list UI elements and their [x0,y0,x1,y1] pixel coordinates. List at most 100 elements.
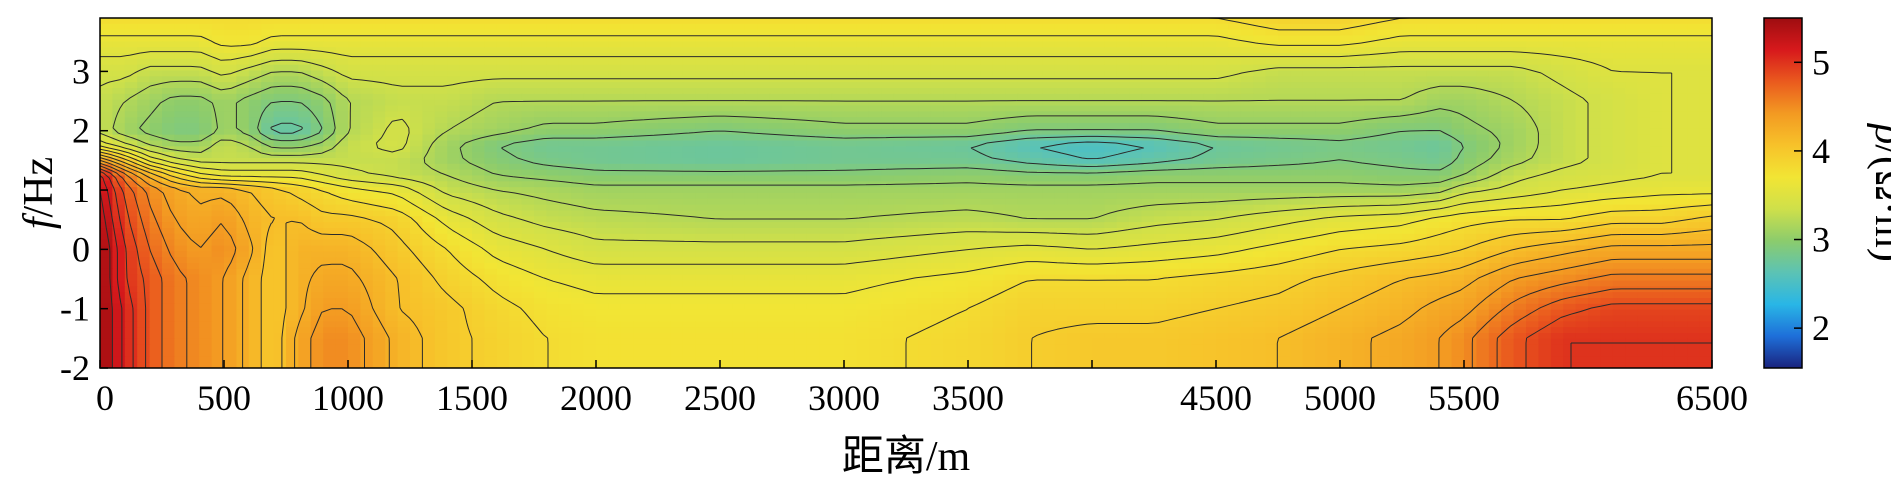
heatmap-cell [1104,47,1118,54]
heatmap-cell [1650,35,1663,42]
heatmap-cell [1451,18,1465,25]
heatmap-cell [360,233,374,241]
heatmap-cell [1575,53,1589,60]
heatmap-cell [335,105,349,112]
heatmap-cell [558,123,572,130]
heatmap-cell [1687,134,1701,142]
heatmap-cell [1650,140,1663,147]
heatmap-cell [360,111,374,118]
heatmap-cell [1154,193,1167,200]
heatmap-cell [881,29,895,37]
heatmap-cell [732,233,746,241]
heatmap-cell [955,41,969,48]
heatmap-cell [1426,216,1440,223]
heatmap-cell [1178,193,1192,200]
heatmap-cell [410,198,423,206]
heatmap-cell [608,23,622,31]
heatmap-cell [918,76,932,83]
heatmap-cell [856,47,870,54]
heatmap-cell [670,93,684,101]
heatmap-cell [100,198,113,206]
heatmap-cell [1600,134,1614,142]
heatmap-cell [534,140,547,147]
heatmap-cell [1340,175,1353,182]
heatmap-cell [1588,198,1601,206]
heatmap-cell [248,134,262,142]
heatmap-cell [1154,111,1167,118]
heatmap-cell [1612,41,1626,48]
heatmap-cell [695,181,709,188]
heatmap-cell [1240,146,1254,153]
heatmap-cell [1699,29,1712,37]
heatmap-cell [930,216,944,223]
heatmap-cell [992,117,1006,124]
heatmap-cell [385,193,399,200]
heatmap-cell [695,99,709,107]
heatmap-cell [1526,105,1539,112]
heatmap-cell [236,222,250,229]
heatmap-cell [1352,158,1366,165]
heatmap-cell [546,93,560,101]
heatmap-cell [1278,169,1291,177]
heatmap-cell [1563,169,1577,177]
heatmap-cell [1439,111,1453,118]
heatmap-cell [757,152,771,159]
heatmap-cell [1637,163,1651,171]
heatmap-cell [794,64,808,72]
heatmap-cell [112,204,126,212]
heatmap-cell [186,140,200,147]
heatmap-cell [1650,47,1663,54]
heatmap-cell [930,23,944,31]
heatmap-cell [149,134,163,142]
heatmap-cell [1166,23,1180,31]
heatmap-cell [372,105,386,112]
heatmap-cell [893,111,907,118]
heatmap-cell [1302,111,1316,118]
heatmap-cell [1439,228,1453,235]
heatmap-cell [149,169,163,177]
heatmap-cell [1228,140,1242,147]
heatmap-cell [360,198,374,206]
heatmap-cell [844,228,857,235]
heatmap-cell [447,88,461,95]
heatmap-cell [769,123,783,130]
heatmap-cell [521,216,535,223]
heatmap-cell [620,222,634,229]
heatmap-cell [1302,99,1316,107]
heatmap-cell [1005,70,1019,77]
heatmap-cell [1389,82,1403,89]
heatmap-cell [1352,58,1366,66]
heatmap-cell [410,204,423,212]
heatmap-cell [1426,158,1440,165]
heatmap-cell [757,23,771,31]
heatmap-cell [819,175,833,182]
heatmap-cell [732,64,746,72]
heatmap-cell [906,128,919,136]
heatmap-cell [162,82,175,89]
heatmap-cell [1575,82,1589,89]
heatmap-cell [831,175,845,182]
heatmap-cell [137,158,151,165]
heatmap-cell [868,210,882,217]
heatmap-cell [1154,76,1167,83]
heatmap-cell [348,58,361,66]
heatmap-cell [162,228,175,235]
heatmap-cell [1290,198,1304,206]
heatmap-cell [100,35,113,42]
heatmap-cell [1451,64,1465,72]
heatmap-cell [434,181,448,188]
heatmap-cell [323,193,337,200]
heatmap-cell [360,35,374,42]
heatmap-cell [1141,117,1155,124]
heatmap-cell [186,193,200,200]
heatmap-cell [496,18,510,25]
heatmap-cell [348,111,361,118]
heatmap-cell [670,23,684,31]
heatmap-cell [124,105,138,112]
heatmap-cell [1476,64,1490,72]
heatmap-cell [868,35,882,42]
heatmap-cell [968,93,981,101]
heatmap-cell [893,47,907,54]
heatmap-cell [906,99,919,107]
heatmap-cell [1340,29,1353,37]
